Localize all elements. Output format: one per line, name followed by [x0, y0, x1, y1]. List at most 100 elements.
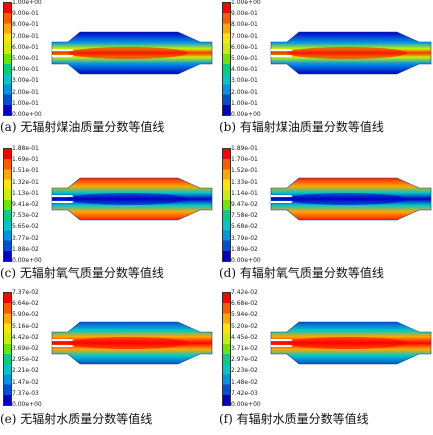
- inlet-splitter: [52, 339, 74, 347]
- colorbar-tick-label: 9.47e-02: [231, 201, 258, 208]
- core-plume: [68, 193, 188, 205]
- colorbar-tick-label: 1.48e-02: [231, 378, 258, 386]
- colorbar-tick-label: 7.37e-02: [12, 289, 39, 296]
- colorbar-tick-label: 2.97e-02: [231, 356, 258, 364]
- colorbar-tick-label: 2.00e-01: [231, 88, 258, 96]
- colorbar-tick-label: 3.00e-01: [12, 77, 39, 85]
- colorbar: [3, 148, 12, 262]
- colorbar-tick-label: 1.70e-01: [231, 156, 258, 164]
- colorbar: [222, 148, 231, 262]
- colorbar-tick-label: 5.00e-01: [231, 55, 258, 62]
- colorbar-tick-label: 6.00e-01: [12, 43, 39, 51]
- colorbar-tick-label: 5.65e-02: [12, 223, 39, 231]
- panel-c: 1.88e-01 1.69e-01 1.51e-01 1.32e-01 1.13e-01…: [0, 146, 214, 280]
- colorbar-tick-label: 4.45e-02: [231, 333, 258, 341]
- colorbar-tick-label: 7.00e-01: [12, 32, 39, 40]
- colorbar-tick-label: 9.41e-02: [12, 201, 39, 208]
- panel-b: 1.00e+00 9.00e-01 8.00e-01 7.00e-01 6.00e-01…: [219, 0, 433, 134]
- colorbar-tick-label: 5.68e-02: [231, 223, 258, 231]
- colorbar-tick-label: 3.00e-01: [231, 77, 258, 85]
- colorbar-tick-label: 0.00e+00: [231, 257, 261, 264]
- colorbar-tick-label: 1.14e-01: [231, 189, 258, 197]
- colorbar-tick-label: 1.00e-01: [231, 99, 258, 107]
- panel-caption: (c) 无辐射氧气质量分数等值线: [0, 266, 164, 280]
- colorbar-tick-label: 1.00e-01: [12, 99, 39, 107]
- colorbar-tick-label: 2.21e-02: [12, 367, 39, 375]
- colorbar-tick-label: 7.53e-02: [12, 212, 39, 220]
- colorbar: [222, 292, 231, 406]
- inlet-splitter: [271, 49, 293, 57]
- colorbar-tick-label: 4.42e-02: [12, 333, 39, 341]
- colorbar-tick-label: 1.47e-02: [12, 378, 39, 386]
- colorbar-tick-label: 9.00e-01: [231, 10, 258, 18]
- colorbar: [3, 292, 12, 406]
- colorbar-tick-label: 3.71e-02: [231, 345, 258, 352]
- inlet-splitter: [271, 195, 293, 203]
- contour-plot: [270, 177, 432, 221]
- colorbar-tick-label: 1.00e+00: [12, 0, 42, 6]
- colorbar-tick-label: 1.69e-01: [12, 156, 39, 164]
- panel-caption: (e) 无辐射水质量分数等值线: [0, 412, 153, 426]
- core-plume: [68, 47, 188, 59]
- panel-f: 7.42e-02 6.68e-02 5.94e-02 5.20e-02 4.45e-02…: [219, 290, 433, 426]
- colorbar-tick-label: 7.42e-03: [231, 389, 258, 397]
- colorbar-tick-label: 5.90e-02: [12, 311, 39, 319]
- colorbar-tick-label: 1.32e-01: [12, 178, 39, 186]
- colorbar-tick-label: 1.52e-01: [231, 167, 258, 175]
- colorbar-ticks: 7.42e-02 6.68e-02 5.94e-02 5.20e-02 4.45e-02…: [231, 290, 271, 408]
- panel-caption: (d) 有辐射氧气质量分数等值线: [219, 266, 384, 280]
- colorbar-ticks: 7.37e-02 6.64e-02 5.90e-02 5.16e-02 4.42e-02…: [12, 290, 52, 408]
- colorbar-tick-label: 5.16e-02: [12, 322, 39, 330]
- colorbar-ticks: 1.88e-01 1.69e-01 1.51e-01 1.32e-01 1.13e-01…: [12, 146, 52, 264]
- colorbar-tick-label: 1.33e-01: [231, 178, 258, 186]
- colorbar-tick-label: 9.00e-01: [12, 10, 39, 18]
- colorbar-tick-label: 1.00e+00: [231, 0, 261, 6]
- colorbar-tick-label: 6.68e-02: [231, 300, 258, 308]
- contour-plot: [51, 177, 213, 221]
- colorbar-tick-label: 0.00e+00: [12, 257, 42, 264]
- colorbar-ticks: 1.00e+00 9.00e-01 8.00e-01 7.00e-01 6.00e-01…: [231, 0, 271, 118]
- colorbar-tick-label: 4.00e-01: [12, 66, 39, 74]
- colorbar-tick-label: 2.00e-01: [12, 88, 39, 96]
- colorbar-tick-label: 3.79e-02: [231, 234, 258, 242]
- colorbar-tick-label: 0.00e+00: [12, 401, 42, 408]
- inlet-splitter: [271, 339, 293, 347]
- colorbar-tick-label: 1.13e-01: [12, 189, 39, 197]
- colorbar-tick-label: 2.95e-02: [12, 356, 39, 364]
- inlet-splitter: [52, 49, 74, 57]
- panel-d: 1.89e-01 1.70e-01 1.52e-01 1.33e-01 1.14e-01…: [219, 146, 433, 280]
- colorbar-tick-label: 3.77e-02: [12, 234, 39, 242]
- colorbar-tick-label: 3.69e-02: [12, 345, 39, 352]
- colorbar-tick-label: 6.00e-01: [231, 43, 258, 51]
- core-plume: [68, 337, 188, 349]
- panel-caption: (a) 无辐射煤油质量分数等值线: [0, 120, 165, 134]
- colorbar-tick-label: 7.42e-02: [231, 289, 258, 296]
- contour-plot: [270, 31, 432, 75]
- colorbar-tick-label: 4.00e-01: [231, 66, 258, 74]
- colorbar: [3, 2, 12, 116]
- colorbar-tick-label: 5.00e-01: [12, 55, 39, 62]
- inlet-splitter: [52, 195, 74, 203]
- panel-a: 1.00e+00 9.00e-01 8.00e-01 7.00e-01 6.00e-01…: [0, 0, 214, 134]
- colorbar-tick-label: 0.00e+00: [231, 401, 261, 408]
- colorbar-ticks: 1.00e+00 9.00e-01 8.00e-01 7.00e-01 6.00e-01…: [12, 0, 52, 118]
- panel-caption: (f) 有辐射水质量分数等值线: [219, 412, 369, 426]
- colorbar: [222, 2, 231, 116]
- contour-plot: [51, 31, 213, 75]
- panel-e: 7.37e-02 6.64e-02 5.90e-02 5.16e-02 4.42e-02…: [0, 290, 214, 426]
- colorbar-tick-label: 1.51e-01: [12, 167, 39, 175]
- colorbar-tick-label: 5.94e-02: [231, 311, 258, 319]
- colorbar-tick-label: 7.37e-03: [12, 389, 39, 397]
- contour-plot: [270, 321, 432, 365]
- colorbar-tick-label: 8.00e-01: [12, 21, 39, 29]
- core-plume: [287, 337, 407, 349]
- colorbar-tick-label: 2.23e-02: [231, 367, 258, 375]
- colorbar-tick-label: 0.00e+00: [12, 111, 42, 118]
- colorbar-tick-label: 6.64e-02: [12, 300, 39, 308]
- colorbar-tick-label: 0.00e+00: [231, 111, 261, 118]
- colorbar-tick-label: 1.88e-01: [12, 145, 39, 152]
- core-plume: [287, 47, 407, 59]
- colorbar-tick-label: 8.00e-01: [231, 21, 258, 29]
- colorbar-tick-label: 1.89e-02: [231, 245, 258, 253]
